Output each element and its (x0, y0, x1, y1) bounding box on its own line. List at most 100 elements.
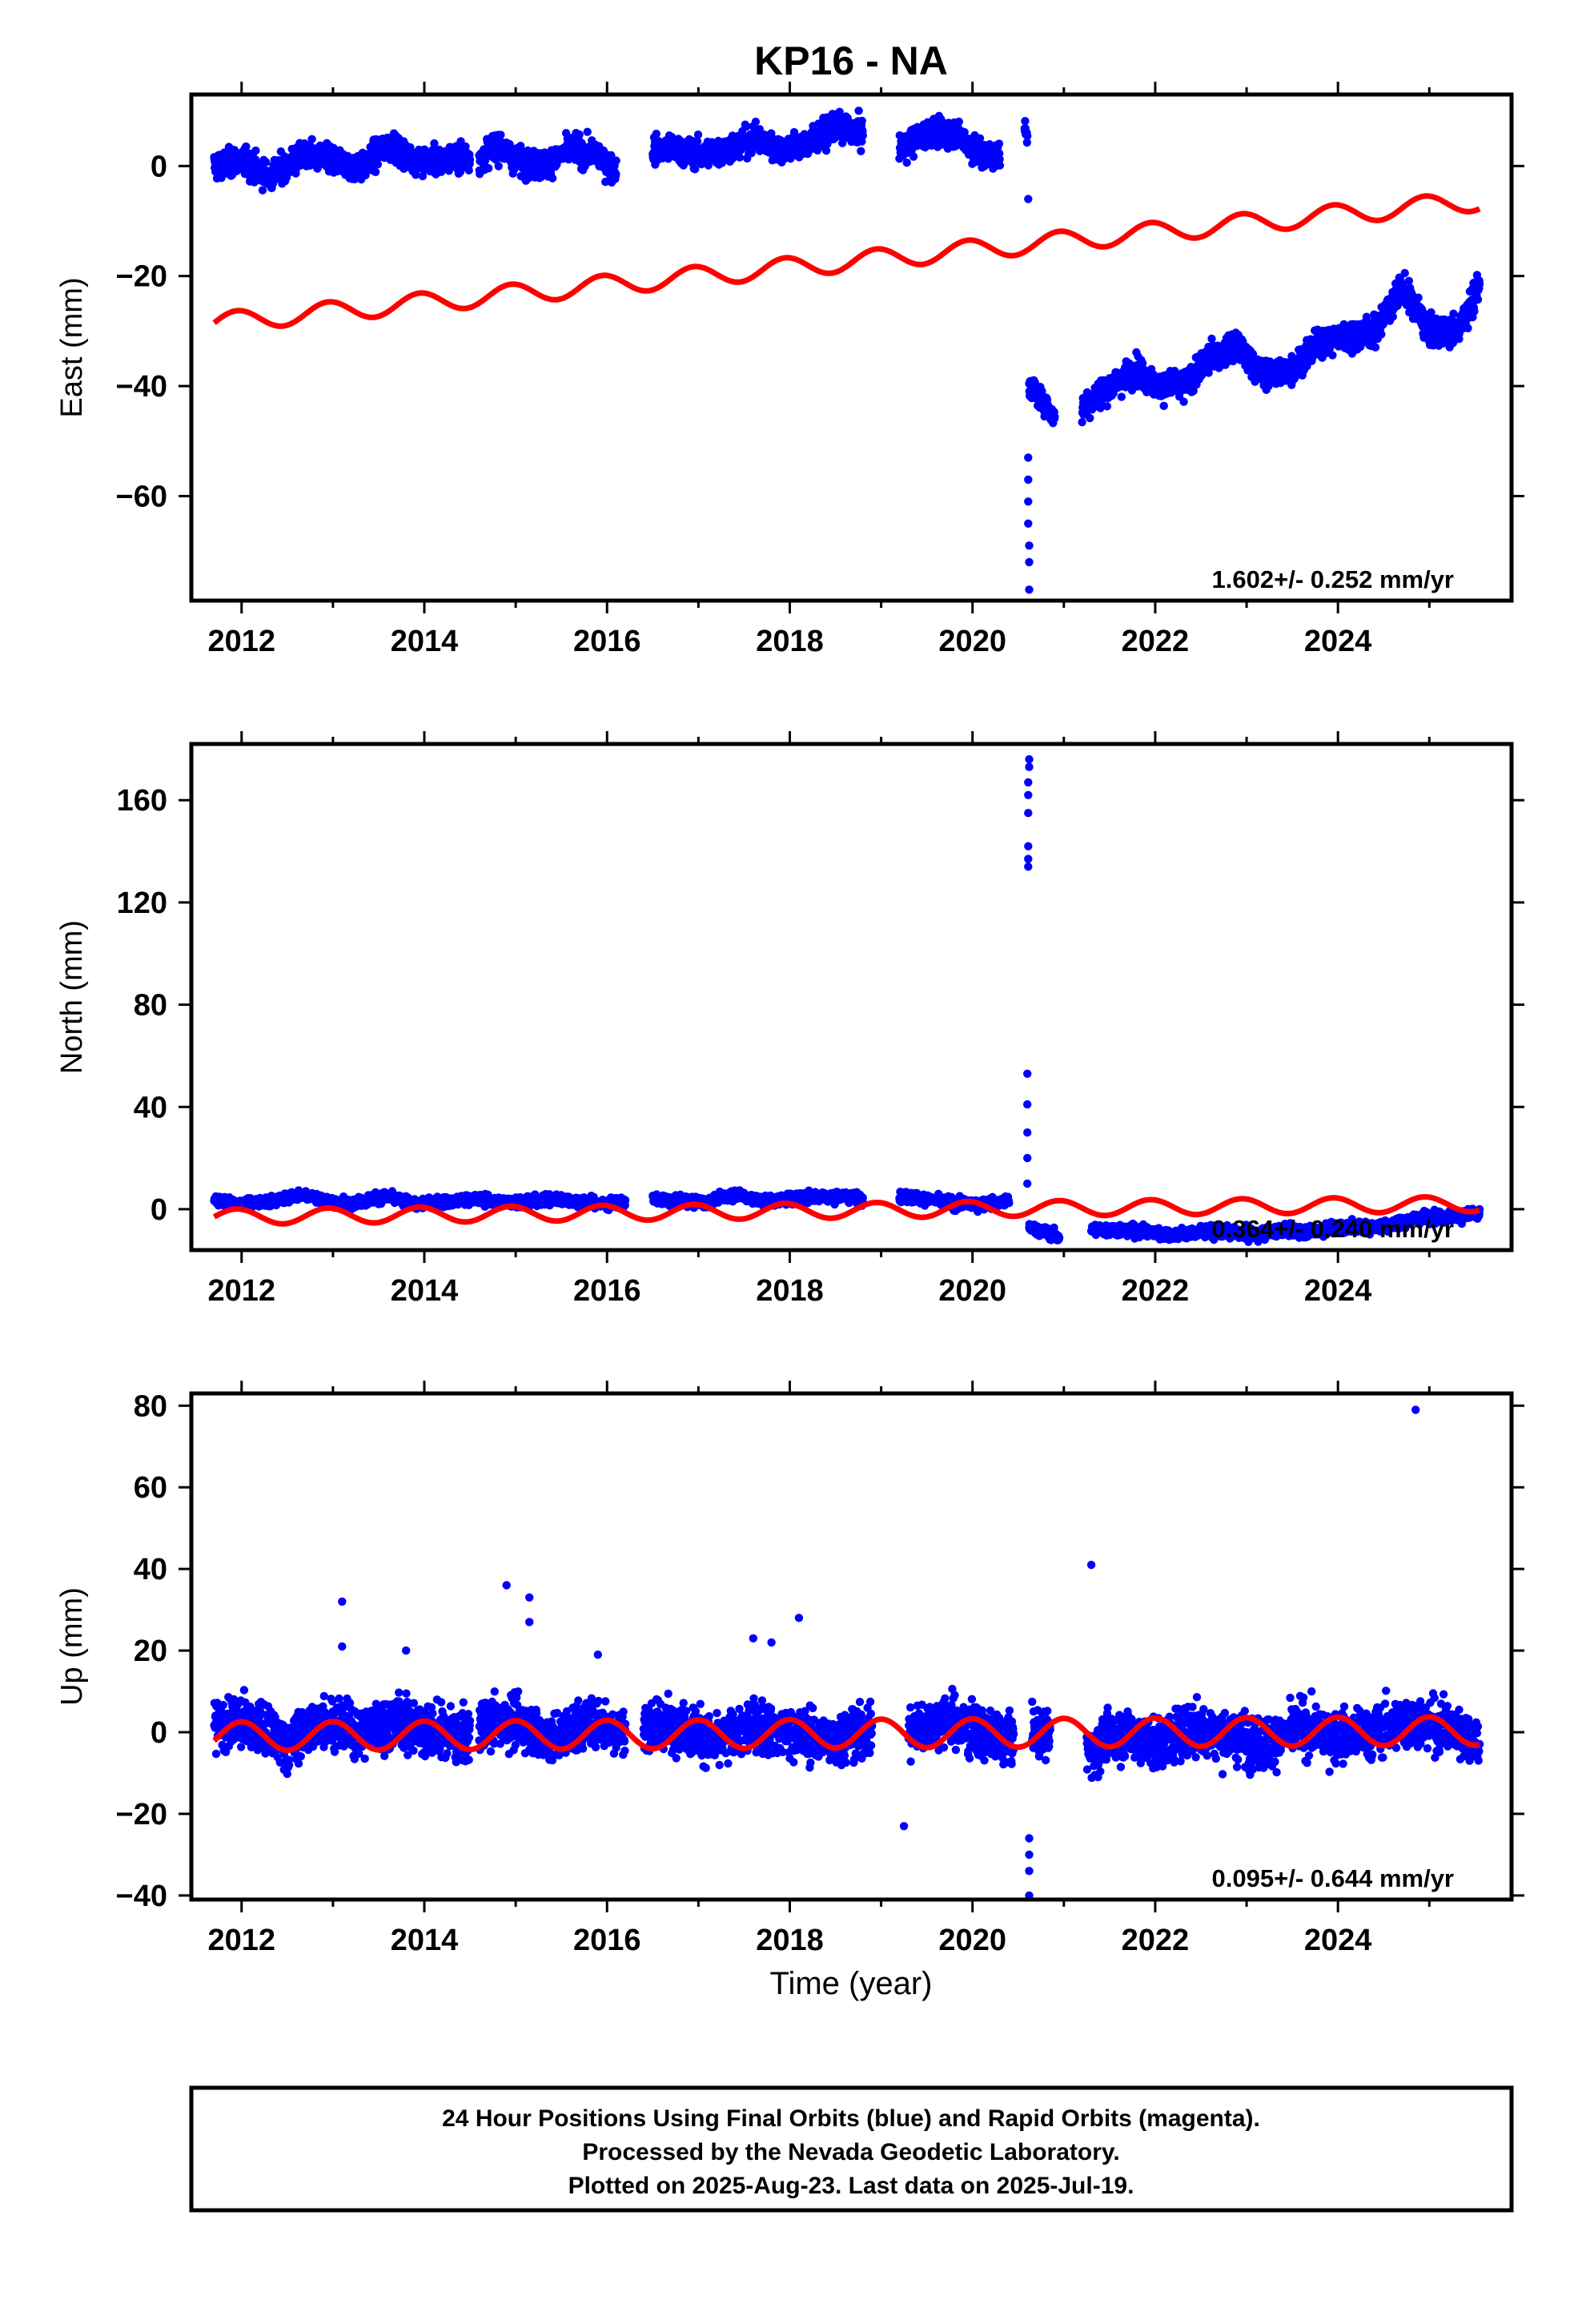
obs-point-east-2416 (960, 127, 969, 137)
plot-area-north (210, 755, 1484, 1247)
obs-point-east-4065 (1470, 307, 1479, 316)
obs-point-east-1420 (612, 156, 620, 165)
obs-point-east-1585 (693, 131, 703, 139)
obs-point-east-995 (494, 162, 503, 171)
obs-point-east-2648 (1050, 412, 1059, 421)
obs-point-east-2791 (1117, 392, 1126, 401)
obs-point-east-2543 (995, 155, 1004, 164)
obs-point-east-924 (465, 155, 475, 164)
panel-east: 2012 2014 2016 2018 2020 2022 2024 0 −20 −40 −60 Ea… (55, 82, 1524, 658)
obs-point-east-1402 (607, 151, 616, 160)
x-tick-label-east: 2014 (391, 625, 459, 658)
obs-point-east-115 (242, 142, 251, 151)
obs-point-east-2547 (1021, 117, 1030, 126)
obs-point-east-2232 (909, 152, 918, 161)
obs-point-east-3708 (1371, 343, 1380, 352)
obs-point-east-2396 (954, 117, 964, 127)
outlier-point-east-4087 (1024, 475, 1033, 485)
obs-point-east-4084 (1475, 279, 1484, 288)
obs-point-east-2739 (1102, 402, 1112, 411)
x-tick-label-east: 2024 (1304, 625, 1372, 658)
obs-point-east-4042 (1464, 324, 1472, 332)
obs-point-east-2177 (857, 116, 866, 126)
x-tick-label-east: 2016 (573, 625, 641, 658)
obs-point-east-1574 (691, 165, 700, 174)
obs-point-east-908 (461, 142, 470, 151)
y-tick-label-east: −20 (116, 260, 167, 294)
obs-point-east-2649 (1078, 418, 1086, 427)
obs-point-east-591 (373, 160, 383, 169)
obs-point-east-2165 (854, 107, 863, 115)
obs-point-east-2096 (835, 107, 844, 116)
obs-point-east-2944 (1159, 401, 1168, 410)
outlier-point-east-4090 (1025, 541, 1034, 550)
obs-point-east-3814 (1400, 268, 1409, 278)
obs-point-east-2180 (858, 131, 868, 140)
obs-point-east-3117 (1207, 334, 1216, 344)
obs-point-east-3863 (1414, 293, 1423, 302)
obs-point-east-920 (464, 166, 473, 175)
obs-point-east-3771 (1388, 312, 1398, 321)
obs-point-east-1419 (612, 170, 620, 179)
x-tick-label-east: 2018 (756, 625, 824, 658)
obs-point-east-1316 (583, 127, 592, 136)
outlier-point-east-4088 (1024, 497, 1033, 506)
obs-point-east-2173 (857, 147, 865, 155)
obs-point-east-3909 (1427, 308, 1435, 317)
obs-point-east-1190 (548, 174, 557, 183)
y-tick-label-east: −60 (116, 480, 167, 513)
obs-point-east-1287 (575, 130, 584, 139)
plot-area-east (210, 107, 1484, 594)
x-tick-label-east: 2020 (938, 625, 1006, 658)
obs-point-east-1793 (751, 117, 761, 127)
obs-point-east-3051 (1189, 387, 1198, 396)
obs-point-east-3829 (1404, 276, 1414, 285)
obs-point-east-2541 (994, 139, 1004, 148)
obs-point-east-1003 (496, 131, 505, 139)
obs-point-east-2544 (995, 161, 1005, 170)
obs-point-east-1434 (652, 129, 661, 139)
obs-point-east-2677 (1086, 413, 1094, 423)
x-tick-label-east: 2012 (207, 625, 275, 658)
obs-point-east-795 (430, 139, 439, 148)
obs-point-east-2555 (1023, 131, 1032, 140)
obs-point-east-1735 (735, 153, 745, 162)
y-tick-label-east: −40 (116, 370, 167, 404)
obs-point-east-2472 (975, 134, 985, 143)
rate-label-east: 1.602+/- 0.252 mm/yr (1212, 565, 1454, 593)
obs-point-east-2554 (1022, 138, 1032, 147)
obs-point-east-353 (307, 135, 316, 143)
obs-point-east-3406 (1287, 352, 1296, 360)
obs-point-east-175 (258, 186, 267, 195)
obs-point-east-3553 (1328, 351, 1337, 360)
obs-point-east-2867 (1138, 359, 1147, 368)
obs-point-east-2048 (821, 146, 831, 155)
outlier-point-east-4089 (1024, 519, 1033, 528)
outlier-point-east-4091 (1025, 557, 1034, 567)
obs-point-east-3729 (1377, 330, 1386, 339)
outlier-point-east-4085 (1024, 195, 1033, 203)
outlier-point-east-4086 (1024, 453, 1033, 462)
panels: 2012 2014 2016 2018 2020 2022 2024 0 −20 −40 −60 Ea… (55, 82, 1524, 1957)
figure-title: KP16 - NA (754, 38, 948, 83)
obs-point-east-4078 (1473, 295, 1483, 304)
outlier-point-east-4092 (1025, 585, 1034, 594)
obs-point-east-1760 (742, 122, 751, 131)
model-curve-east (212, 193, 1481, 329)
observations-east (210, 107, 1484, 594)
obs-point-east-2715 (1096, 404, 1105, 412)
obs-point-east-3990 (1449, 309, 1458, 318)
obs-point-east-3266 (1248, 350, 1258, 359)
y-axis-label-east: East (mm) (55, 277, 89, 417)
obs-point-east-753 (418, 171, 428, 181)
obs-point-east-959 (484, 163, 493, 173)
panel-north: 2012 2014 2016 2018 2020 2022 202416012080400N… (55, 731, 1524, 1308)
obs-point-east-2208 (902, 158, 911, 167)
frame-east (189, 92, 1514, 603)
observations-north (210, 755, 1484, 1247)
obs-point-east-3016 (1179, 397, 1188, 406)
obs-point-east-187 (262, 158, 271, 167)
obs-point-east-1582 (693, 137, 702, 146)
x-tick-label-east: 2022 (1122, 625, 1190, 658)
y-tick-label-east: 0 (151, 150, 167, 183)
